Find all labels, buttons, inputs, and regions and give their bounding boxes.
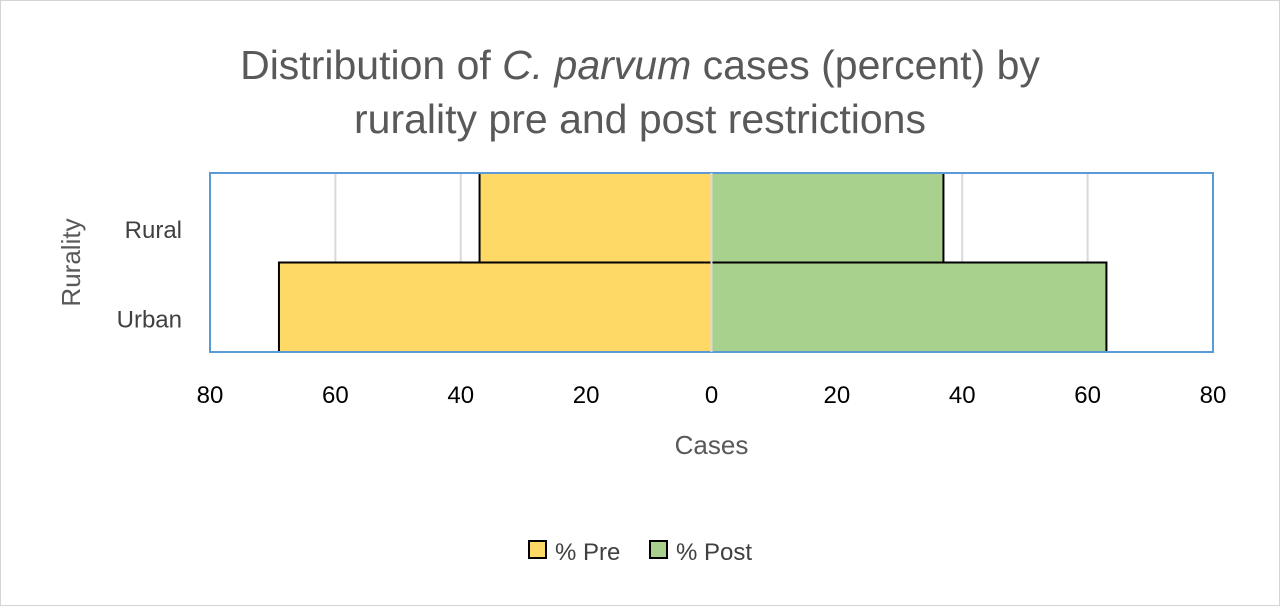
x-tick-label: 20 bbox=[573, 382, 600, 409]
chart-title: Distribution of C. parvum cases (percent… bbox=[140, 38, 1140, 146]
x-tick-label: 60 bbox=[322, 382, 349, 409]
x-tick-label: 40 bbox=[949, 382, 976, 409]
title-part-1: Distribution of bbox=[240, 42, 503, 88]
category-label-rural: Rural bbox=[125, 217, 182, 244]
x-tick-label: 80 bbox=[1200, 382, 1227, 409]
y-axis-title: Rurality bbox=[56, 218, 86, 306]
legend: % Pre % Post bbox=[528, 539, 752, 566]
x-tick-label: 40 bbox=[447, 382, 474, 409]
title-part-4: rurality pre and post restrictions bbox=[354, 96, 926, 142]
bar-urban-post bbox=[710, 261, 1108, 353]
category-label-urban: Urban bbox=[117, 306, 182, 333]
x-axis-title: Cases bbox=[675, 430, 749, 460]
legend-swatch-post bbox=[649, 540, 668, 559]
legend-swatch-pre bbox=[528, 540, 547, 559]
bar-urban-pre bbox=[277, 261, 713, 353]
x-tick-label: 20 bbox=[824, 382, 851, 409]
bar-rural-pre bbox=[478, 172, 713, 264]
x-tick-label: 80 bbox=[197, 382, 224, 409]
x-tick-labels: 80 60 40 20 0 20 40 60 80 bbox=[197, 382, 1227, 409]
bar-rural-post bbox=[710, 172, 945, 264]
title-part-3: cases (percent) by bbox=[691, 42, 1040, 88]
category-labels: Rural Urban bbox=[117, 217, 182, 334]
legend-label-post: % Post bbox=[676, 539, 752, 566]
legend-label-pre: % Pre bbox=[555, 539, 620, 566]
bars bbox=[277, 172, 1108, 353]
x-tick-label: 60 bbox=[1074, 382, 1101, 409]
title-part-2: C. parvum bbox=[502, 42, 692, 88]
x-tick-label: 0 bbox=[705, 382, 718, 409]
